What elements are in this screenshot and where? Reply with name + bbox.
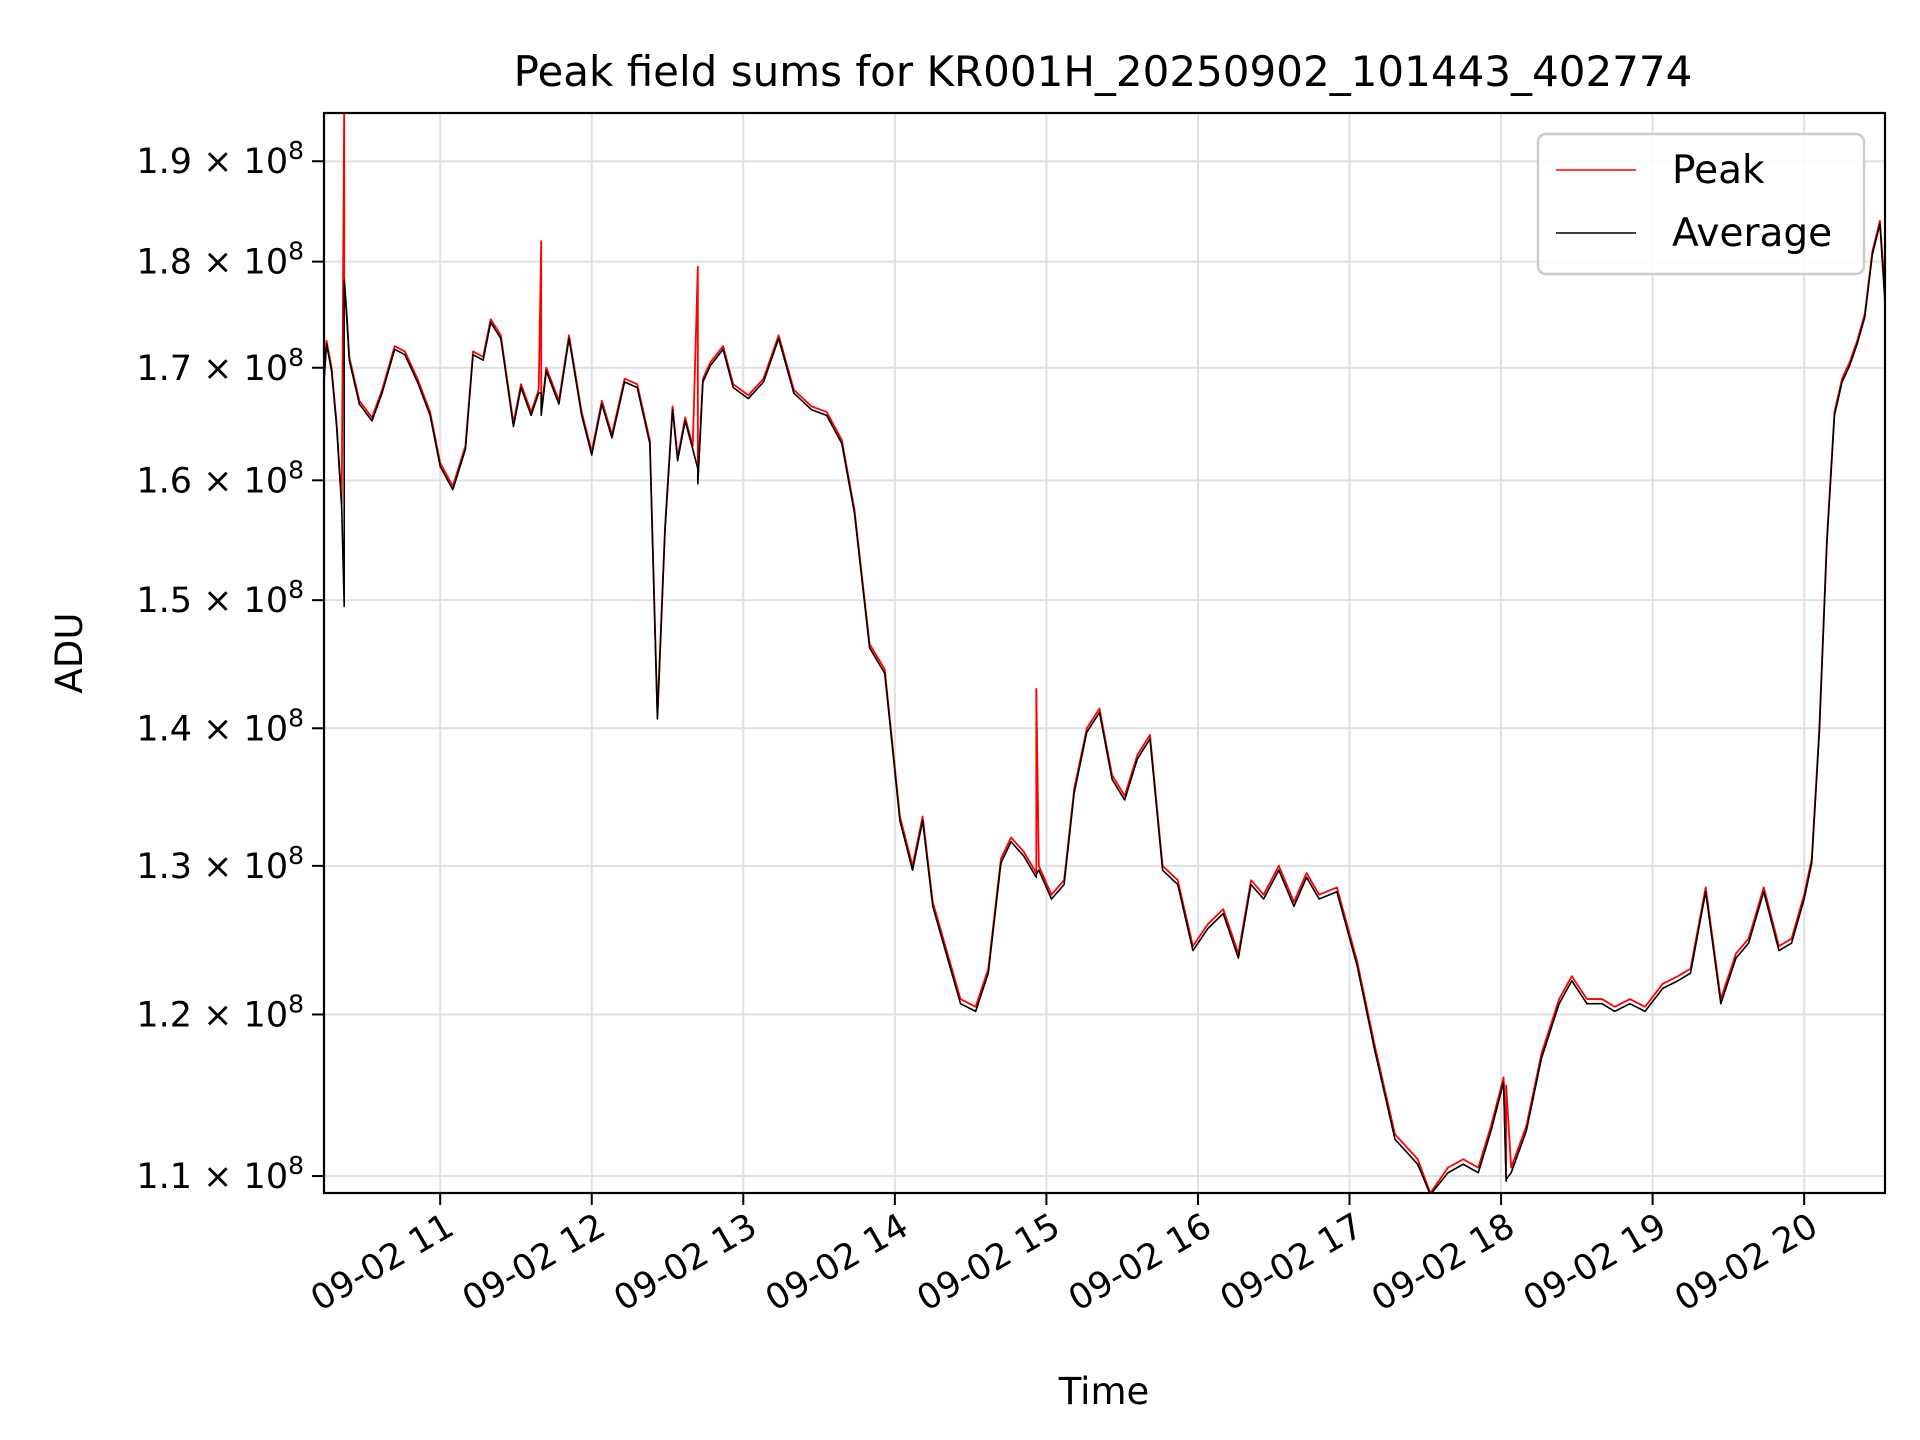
- y-tick-label: 1.9 × 108: [136, 136, 304, 182]
- y-tick-label: 1.6 × 108: [136, 455, 304, 501]
- series-lines: [324, 113, 1885, 1193]
- legend-label-peak: Peak: [1672, 148, 1765, 193]
- y-tick-label: 1.5 × 108: [136, 575, 304, 621]
- y-tick-label: 1.1 × 108: [136, 1151, 304, 1197]
- y-tick-label: 1.7 × 108: [136, 343, 304, 389]
- series-line-average: [324, 223, 1885, 1193]
- chart-title: Peak field sums for KR001H_20250902_1014…: [514, 47, 1693, 96]
- legend-box: [1536, 132, 1866, 276]
- y-tick-label: 1.8 × 108: [136, 237, 304, 283]
- plot-frame: [322, 111, 1887, 1195]
- y-axis-label: ADU: [48, 613, 91, 694]
- y-tick-label: 1.4 × 108: [136, 703, 304, 749]
- legend-label-average: Average: [1672, 211, 1832, 256]
- y-tick-label: 1.2 × 108: [136, 989, 304, 1035]
- x-axis-label: Time: [1058, 1370, 1150, 1413]
- y-tick-label: 1.3 × 108: [136, 841, 304, 887]
- y-axis-ticks: 1.1 × 108 1.2 × 108 1.3 × 108 1.4 × 108 1.5 …: [136, 136, 324, 1197]
- legend: Peak Average: [1536, 132, 1866, 276]
